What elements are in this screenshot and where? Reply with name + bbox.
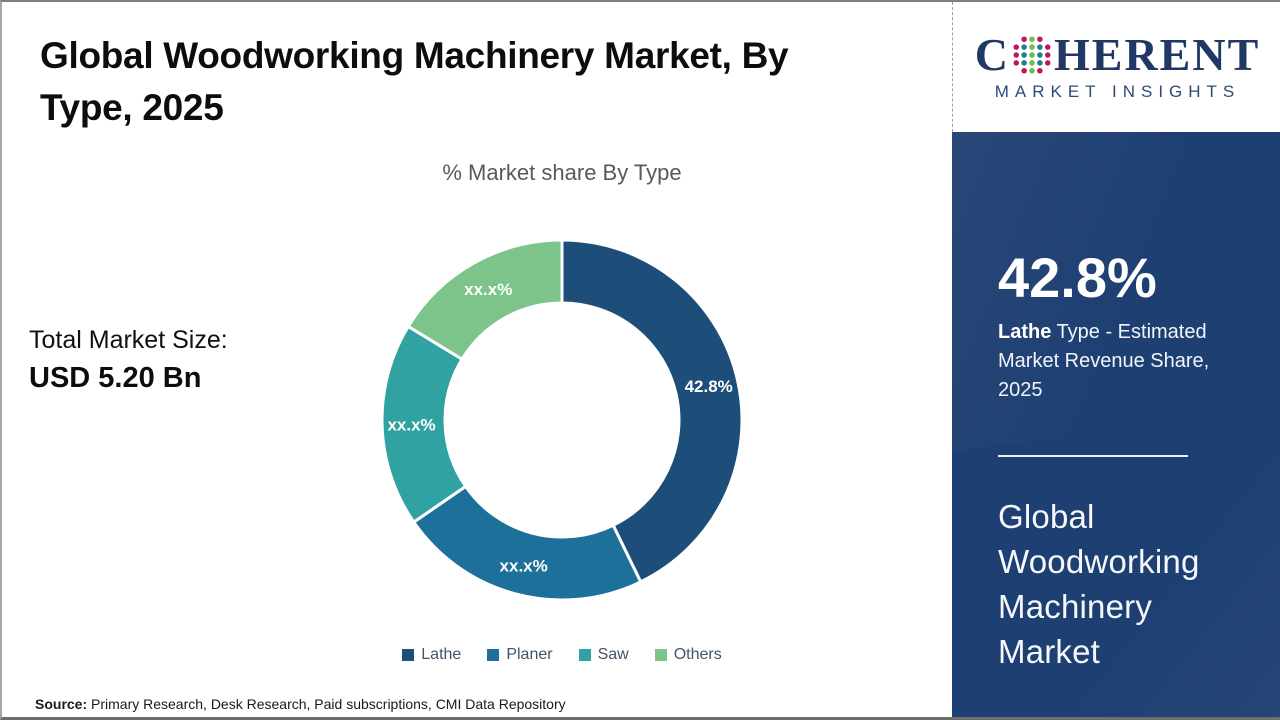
total-market-size-block: Total Market Size: USD 5.20 Bn — [29, 326, 228, 395]
page-title: Global Woodworking Machinery Market, By … — [40, 35, 789, 128]
donut-chart-svg: 42.8% xx.x% xx.x% xx.x% — [380, 238, 744, 602]
legend-item-saw: Saw — [578, 646, 629, 664]
total-market-size-label: Total Market Size: — [29, 326, 228, 354]
total-market-size-value: USD 5.20 Bn — [29, 362, 202, 394]
logo-tagline: MARKET INSIGHTS — [994, 82, 1241, 101]
legend-label: Others — [673, 646, 722, 663]
slice-label-planer: xx.x% — [500, 557, 548, 576]
legend-item-lathe: Lathe — [402, 646, 461, 664]
donut-slice-others — [406, 238, 564, 362]
slice-label-saw: xx.x% — [387, 415, 435, 434]
source-text: Primary Research, Desk Research, Paid su… — [87, 696, 566, 712]
stat-description: Lathe Type - Estimated Market Revenue Sh… — [998, 318, 1240, 405]
source-line: Source: Primary Research, Desk Research,… — [35, 696, 566, 712]
chart-block: % Market share By Type 42.8% xx.x% xx.x% xx… — [192, 2, 932, 692]
logo-text-first: C — [974, 29, 1010, 80]
chart-title: % Market share By Type — [442, 160, 682, 185]
stat-description-bold: Lathe — [998, 321, 1052, 343]
globe-dots-icon — [1013, 36, 1051, 74]
highlight-side-panel: 42.8% Lathe Type - Estimated Market Reve… — [952, 132, 1280, 717]
brand-logo: C HERENT — [975, 32, 1261, 78]
chart-legend: Lathe Planer Saw Others — [192, 646, 932, 664]
slice-label-others: xx.x% — [464, 280, 512, 299]
legend-swatch-icon — [654, 649, 667, 661]
slice-label-lathe: 42.8% — [685, 377, 733, 396]
donut-slice-planer — [411, 484, 643, 602]
legend-label: Lathe — [421, 646, 462, 663]
legend-label: Saw — [597, 646, 629, 663]
stat-value: 42.8% — [998, 246, 1157, 309]
legend-item-planer: Planer — [487, 646, 553, 664]
logo-text-rest: HERENT — [1053, 29, 1261, 80]
legend-swatch-icon — [578, 649, 591, 661]
source-label: Source: — [35, 696, 88, 712]
stat-description-rest: Type - Estimated Market Revenue Share, 2… — [998, 321, 1210, 401]
legend-swatch-icon — [402, 649, 415, 661]
panel-market-name: Global Woodworking Machinery Market — [998, 498, 1200, 670]
panel-divider — [998, 455, 1188, 457]
legend-label: Planer — [506, 646, 553, 663]
legend-swatch-icon — [487, 649, 500, 661]
donut-chart: 42.8% xx.x% xx.x% xx.x% — [372, 230, 752, 610]
legend-item-others: Others — [654, 646, 722, 664]
brand-logo-area: C HERENT MARKET INSIGHTS — [952, 2, 1280, 132]
donut-slice-lathe — [560, 238, 744, 584]
